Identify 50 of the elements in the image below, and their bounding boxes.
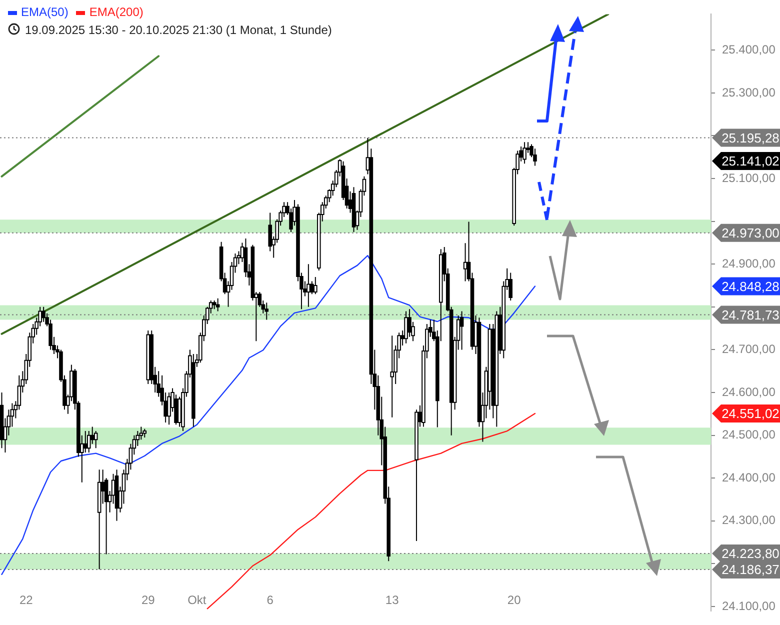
candlestick [94, 430, 98, 449]
x-tick-label: 13 [385, 593, 400, 608]
text: 25.141,02 [722, 154, 780, 169]
y-tick-label: 24.300,00 [722, 513, 776, 528]
y-tick-label: 24.100,00 [722, 598, 776, 613]
candlestick [216, 298, 220, 312]
candlestick [97, 469, 102, 570]
x-tick-label: 22 [19, 593, 34, 608]
candlestick [212, 300, 216, 310]
candlestick [142, 428, 147, 438]
candlestick [533, 148, 537, 166]
candlestick [42, 306, 46, 322]
candlestick [0, 392, 4, 449]
y-tick-label: 24.900,00 [722, 256, 776, 270]
candlestick [390, 335, 394, 418]
candlestick [306, 264, 310, 308]
candlestick [167, 392, 171, 426]
y-tick-label: 24.500,00 [722, 428, 776, 442]
candlestick [114, 469, 119, 522]
candlestick [314, 276, 318, 295]
legend-label: EMA(50) [21, 5, 68, 19]
y-tick-label: 24.600,00 [722, 384, 776, 399]
ref-line-label: 24.223,80 [722, 546, 780, 562]
text: 19.09.2025 15:30 - 20.10.2025 21:30 (1 Monat, 1 Stunde) [25, 23, 332, 37]
candlestick [522, 142, 526, 164]
candlestick [86, 430, 91, 453]
ref-line-label: 24.781,73 [722, 307, 780, 322]
ref-line-label: 24.186,37 [722, 562, 780, 578]
candlestick [460, 310, 464, 350]
text: 24.848,28 [722, 278, 780, 294]
x-tick-label: 6 [266, 593, 274, 608]
candlestick [264, 302, 269, 320]
candlestick [352, 186, 356, 233]
y-tick-label: 25.100,00 [722, 170, 776, 185]
text: 24.551,02 [722, 406, 780, 422]
y-tick-label: 24.700,00 [722, 342, 776, 356]
x-tick-label: 20 [507, 593, 522, 608]
y-tick-label: 25.300,00 [722, 85, 776, 100]
candlestick [414, 409, 418, 542]
ref-line-label: 24.973,00 [722, 225, 780, 240]
candlestick [146, 330, 150, 384]
x-tick-label: Okt [188, 593, 207, 608]
candlestick [404, 310, 408, 344]
candlestick [192, 354, 196, 428]
ref-line-label: 25.195,28 [722, 130, 780, 146]
x-tick-label: 29 [141, 593, 156, 608]
candlestick [508, 272, 512, 302]
y-tick-label: 25.400,00 [722, 42, 776, 56]
y-tick-label: 24.400,00 [722, 470, 776, 484]
legend-label: EMA(200) [89, 5, 144, 19]
